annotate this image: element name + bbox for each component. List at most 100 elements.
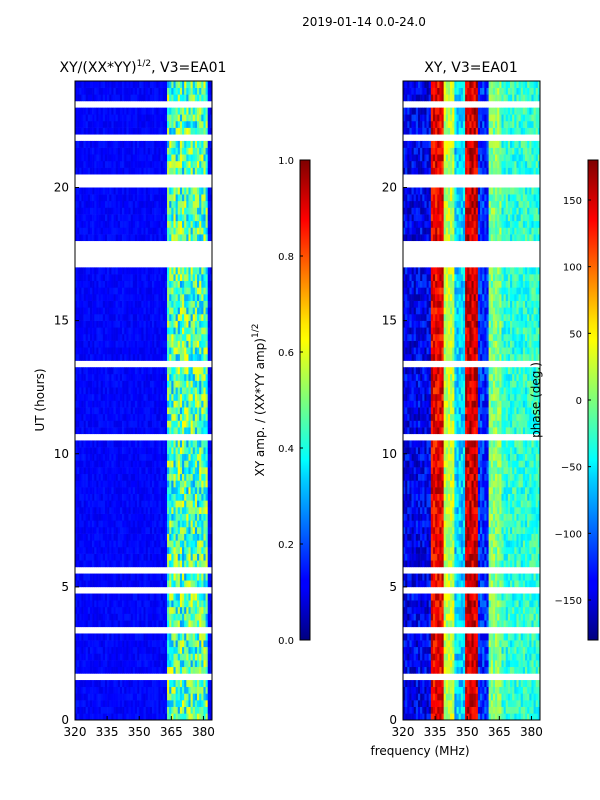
amp-cell: [102, 114, 106, 122]
amp-cell: [111, 526, 114, 534]
amp-cell: [130, 160, 134, 168]
amp-cell: [87, 480, 91, 488]
amp-cell: [102, 460, 106, 468]
amp-cell: [107, 147, 110, 155]
amp-cell: [117, 427, 121, 435]
amp-cell: [145, 187, 149, 195]
amp-cell: [109, 500, 112, 508]
amp-cell: [115, 660, 119, 668]
amp-cell: [137, 573, 140, 581]
amp-cell: [89, 600, 93, 608]
amp-cell: [158, 573, 161, 581]
amp-cell: [77, 493, 80, 501]
amp-cell: [143, 367, 146, 375]
amp-cell: [156, 234, 159, 242]
amp-cell: [109, 560, 112, 568]
amp-cell: [164, 307, 168, 315]
amp-cell: [132, 234, 136, 242]
amp-cell: [143, 267, 146, 275]
amp-cell: [94, 294, 97, 301]
amp-cell: [164, 154, 168, 162]
amp-cell: [194, 300, 198, 308]
amp-cell: [203, 413, 206, 421]
amp-cell: [188, 400, 191, 408]
amp-cell: [209, 700, 213, 707]
amp-cell: [164, 553, 168, 561]
amp-cell: [199, 267, 202, 275]
amp-cell: [171, 393, 174, 401]
amp-cell: [184, 300, 187, 308]
amp-cell: [175, 646, 179, 654]
amp-cell: [96, 227, 99, 235]
amp-cell: [179, 633, 183, 641]
amp-cell: [173, 120, 176, 128]
amp-cell: [164, 460, 168, 468]
amp-cell: [205, 327, 209, 335]
amp-cell: [192, 500, 196, 508]
amp-cell: [94, 234, 97, 242]
amp-cell: [111, 147, 114, 155]
amp-cell: [117, 680, 121, 688]
amp-cell: [186, 154, 189, 162]
amp-cell: [154, 693, 157, 701]
amp-cell: [139, 327, 142, 335]
amp-cell: [160, 227, 164, 235]
amp-cell: [113, 700, 116, 707]
amp-cell: [173, 573, 176, 581]
amp-cell: [100, 327, 104, 335]
amp-cell: [147, 500, 151, 508]
amp-cell: [134, 460, 138, 468]
amp-cell: [132, 520, 136, 528]
amp-cell: [79, 300, 82, 308]
amp-cell: [203, 187, 206, 195]
amp-cell: [169, 400, 172, 408]
amp-cell: [102, 340, 106, 348]
amp-cell: [154, 487, 157, 494]
amp-cell: [98, 407, 101, 415]
amp-cell: [137, 327, 140, 335]
amp-cell: [111, 546, 114, 554]
amp-cell: [107, 507, 110, 514]
amp-cell: [98, 680, 101, 688]
amp-cell: [171, 333, 174, 341]
amp-cell: [203, 553, 206, 561]
amp-cell: [162, 294, 166, 301]
amp-cell: [152, 640, 155, 648]
amp-cell: [184, 214, 187, 222]
amp-cell: [197, 493, 200, 501]
amp-cell: [152, 327, 155, 335]
amp-cell: [173, 393, 176, 401]
amp-cell: [162, 300, 166, 308]
amp-cell: [175, 467, 179, 475]
amp-cell: [83, 413, 86, 421]
amp-cell: [167, 666, 170, 674]
amp-cell: [137, 380, 140, 388]
amp-cell: [117, 373, 121, 381]
amp-cell: [111, 700, 114, 707]
amp-cell: [154, 460, 157, 468]
amp-cell: [190, 220, 194, 228]
amp-cell: [197, 473, 200, 481]
amp-cell: [111, 447, 114, 455]
amp-cell: [141, 640, 144, 648]
amp-cell: [203, 220, 206, 228]
amp-cell: [96, 573, 99, 581]
amp-cell: [154, 653, 157, 661]
amp-cell: [164, 220, 168, 228]
amp-cell: [207, 147, 211, 155]
amp-cell: [190, 114, 194, 122]
amp-cell: [171, 114, 174, 122]
amp-cell: [85, 347, 89, 355]
amp-cell: [130, 234, 134, 242]
amp-cell: [77, 347, 80, 355]
amp-cell: [207, 320, 211, 328]
amp-cell: [175, 353, 179, 361]
amp-cell: [154, 140, 157, 148]
amp-cell: [167, 187, 170, 195]
amp-cell: [139, 140, 142, 148]
amp-cell: [160, 234, 164, 242]
amp-cell: [186, 280, 189, 288]
amp-cell: [173, 287, 176, 295]
amp-cell: [79, 280, 82, 288]
amp-cell: [92, 507, 95, 514]
